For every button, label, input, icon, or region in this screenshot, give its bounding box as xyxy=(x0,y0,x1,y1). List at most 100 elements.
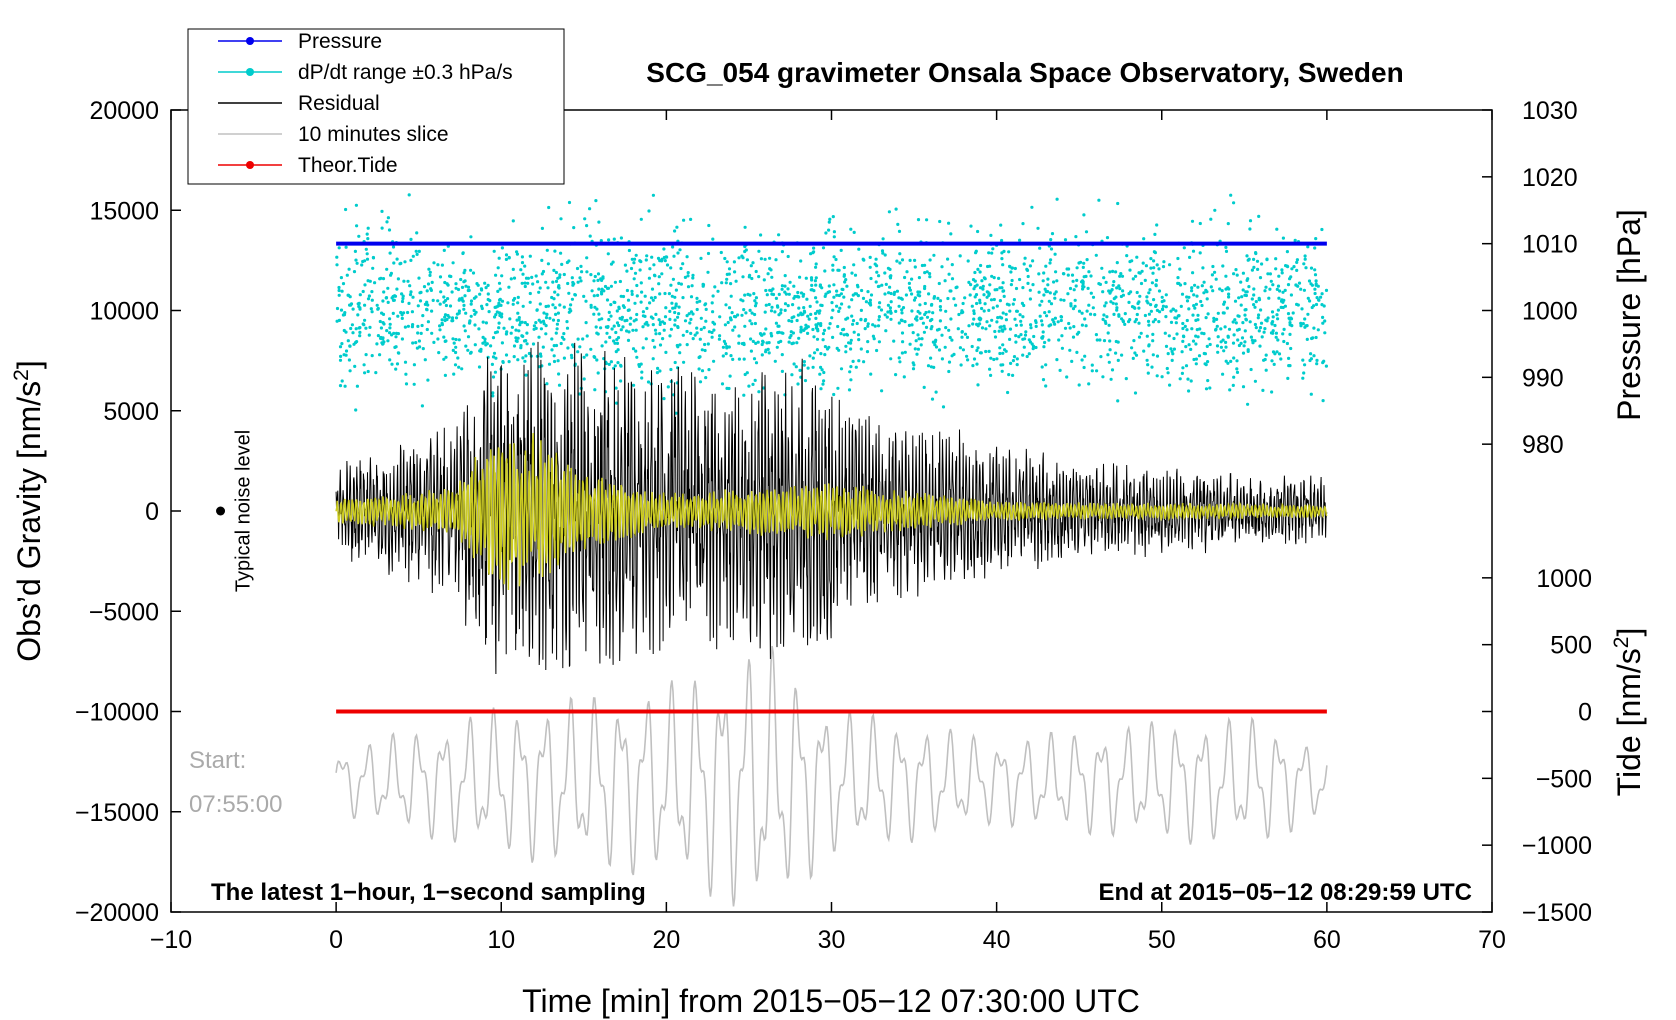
dpdt-point xyxy=(897,356,901,360)
dpdt-point xyxy=(378,277,382,281)
dpdt-point xyxy=(1309,352,1313,356)
dpdt-point xyxy=(1246,348,1250,352)
dpdt-point xyxy=(406,324,410,328)
dpdt-point xyxy=(1183,282,1187,286)
dpdt-point xyxy=(1042,345,1046,349)
dpdt-point xyxy=(1180,371,1184,375)
dpdt-point xyxy=(924,325,929,329)
dpdt-point xyxy=(966,358,970,362)
dpdt-point xyxy=(386,286,390,290)
dpdt-point xyxy=(395,362,400,366)
dpdt-point xyxy=(1007,250,1011,254)
dpdt-point xyxy=(355,340,359,344)
dpdt-point xyxy=(1068,286,1073,291)
dpdt-point xyxy=(651,323,655,327)
dpdt-point xyxy=(832,295,836,299)
dpdt-point xyxy=(677,305,681,309)
dpdt-point xyxy=(842,265,846,270)
dpdt-point xyxy=(1198,221,1202,226)
dpdt-point xyxy=(634,253,638,257)
dpdt-point xyxy=(400,316,404,320)
dpdt-point xyxy=(510,325,514,329)
dpdt-point xyxy=(975,362,979,366)
dpdt-point xyxy=(1236,338,1240,342)
dpdt-point xyxy=(689,217,693,221)
dpdt-point xyxy=(618,279,623,284)
dpdt-point xyxy=(1045,314,1049,318)
dpdt-point xyxy=(965,354,969,358)
dpdt-point xyxy=(1295,258,1299,262)
dpdt-point xyxy=(352,342,356,346)
dpdt-point xyxy=(658,343,663,347)
dpdt-point xyxy=(768,256,772,260)
dpdt-point xyxy=(875,270,879,274)
dpdt-point xyxy=(1296,303,1300,307)
dpdt-point xyxy=(1105,315,1109,319)
dpdt-point xyxy=(673,360,677,365)
dpdt-point xyxy=(388,317,392,321)
dpdt-point xyxy=(1290,267,1294,271)
dpdt-point xyxy=(626,338,631,342)
dpdt-point xyxy=(1253,379,1257,383)
dpdt-point xyxy=(814,262,818,266)
dpdt-point xyxy=(745,371,749,375)
dpdt-point xyxy=(676,315,680,319)
dpdt-point xyxy=(897,304,901,308)
dpdt-point xyxy=(687,312,691,316)
dpdt-point xyxy=(837,268,841,272)
dpdt-point xyxy=(457,298,461,302)
dpdt-point xyxy=(754,301,758,305)
dpdt-point xyxy=(556,293,560,297)
dpdt-point xyxy=(523,284,527,289)
tide-axis-title-close: ] xyxy=(1611,628,1647,637)
dpdt-point xyxy=(679,282,684,286)
dpdt-point xyxy=(404,372,408,376)
dpdt-point xyxy=(729,318,733,322)
dpdt-point xyxy=(1276,338,1280,342)
dpdt-point xyxy=(985,320,989,324)
dpdt-point xyxy=(478,292,482,296)
dpdt-point xyxy=(380,311,384,315)
dpdt-point xyxy=(1232,201,1236,205)
dpdt-point xyxy=(1028,264,1032,268)
dpdt-point xyxy=(1270,310,1275,314)
dpdt-point xyxy=(859,318,863,322)
dpdt-point xyxy=(903,350,907,354)
dpdt-point xyxy=(1286,265,1290,269)
dpdt-point xyxy=(704,302,708,306)
dpdt-point xyxy=(651,316,655,320)
dpdt-point xyxy=(922,385,926,389)
dpdt-point xyxy=(1136,301,1140,306)
dpdt-point xyxy=(685,329,689,334)
dpdt-point xyxy=(699,316,703,320)
legend-marker xyxy=(246,161,254,169)
dpdt-point xyxy=(1226,222,1230,226)
dpdt-point xyxy=(679,266,683,271)
dpdt-point xyxy=(928,272,932,276)
dpdt-point xyxy=(1184,364,1189,368)
dpdt-point xyxy=(743,324,747,328)
dpdt-point xyxy=(1145,299,1149,303)
dpdt-point xyxy=(580,270,584,274)
dpdt-point xyxy=(493,370,497,374)
dpdt-point xyxy=(339,354,343,358)
dpdt-point xyxy=(337,246,341,250)
dpdt-point xyxy=(1240,295,1244,299)
dpdt-point xyxy=(1041,330,1045,334)
dpdt-point xyxy=(804,323,808,327)
dpdt-point xyxy=(343,384,347,388)
dpdt-point xyxy=(1267,296,1271,300)
dpdt-point xyxy=(495,330,499,334)
dpdt-point xyxy=(1054,270,1058,274)
dpdt-point xyxy=(874,280,878,284)
dpdt-point xyxy=(763,310,767,314)
dpdt-point xyxy=(640,376,644,380)
dpdt-point xyxy=(1191,271,1195,275)
dpdt-point xyxy=(1009,361,1013,365)
dpdt-point xyxy=(814,316,818,320)
dpdt-point xyxy=(1218,287,1222,291)
dpdt-point xyxy=(1110,368,1115,372)
dpdt-point xyxy=(394,335,398,339)
dpdt-point xyxy=(815,337,820,341)
